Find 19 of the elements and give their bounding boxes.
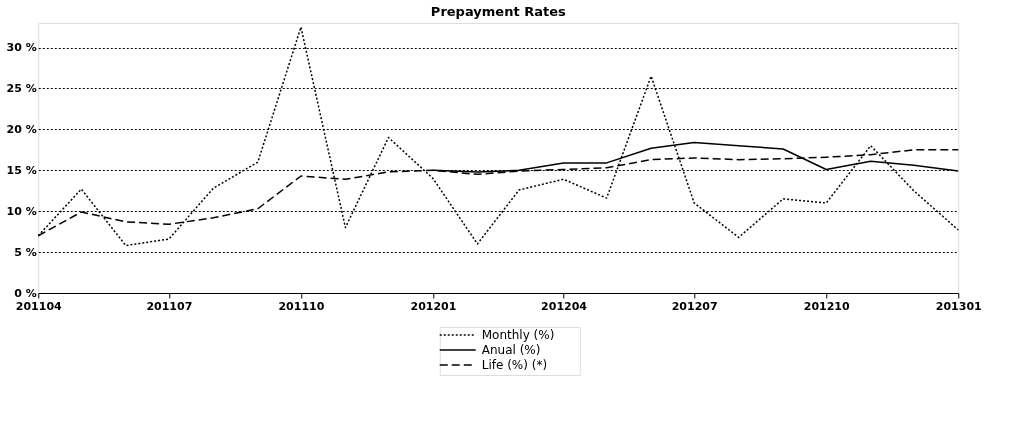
x-tick-label: 201207 <box>671 299 718 313</box>
x-tick-label: 201301 <box>935 299 982 313</box>
x-tick-label: 201107 <box>146 299 193 313</box>
y-tick-label: 20 % <box>6 122 37 136</box>
y-tick-label: 15 % <box>6 163 37 177</box>
x-tick-label: 201210 <box>803 299 851 313</box>
legend-label: Monthly (%) <box>481 328 555 342</box>
legend-label: Life (%) (*) <box>481 358 548 372</box>
x-tick-label: 201104 <box>15 299 63 313</box>
y-tick-label: 0 % <box>14 286 37 300</box>
y-tick-label: 25 % <box>6 81 37 95</box>
y-tick-label: 30 % <box>6 41 37 55</box>
y-tick-label: 5 % <box>14 245 37 259</box>
x-tick-label: 201110 <box>278 299 325 313</box>
x-tick-label: 201201 <box>410 299 457 313</box>
x-tick-label: 201204 <box>541 299 588 313</box>
legend-label: Anual (%) <box>481 343 541 357</box>
y-tick-label: 10 % <box>6 204 37 218</box>
chart-title: Prepayment Rates <box>430 4 566 19</box>
